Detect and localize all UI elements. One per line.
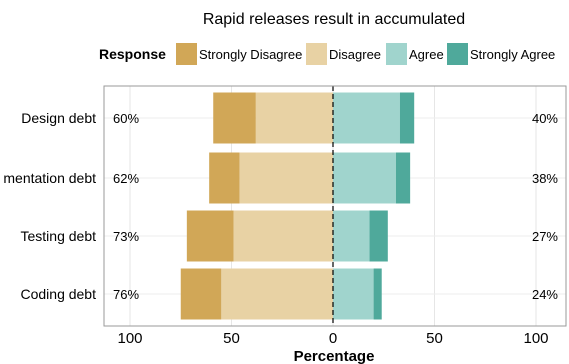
chart-title: Rapid releases result in accumulated: [203, 11, 465, 28]
plot-area: Design debt 60% 40% mentation debt 62% 38% Tes…: [3, 85, 567, 347]
bar-disagree-mentation-debt: [239, 152, 333, 204]
legend: Response Strongly Disagree Disagree Agree St…: [99, 43, 555, 65]
category-label: Design debt: [21, 110, 96, 126]
legend-label-strongly-disagree: Strongly Disagree: [199, 47, 302, 62]
plot-border: [103, 85, 567, 327]
bar-agree-mentation-debt: [333, 152, 396, 204]
x-tick-label: 50: [223, 330, 240, 347]
legend-label-disagree: Disagree: [329, 47, 381, 62]
legend-label-strongly-agree: Strongly Agree: [470, 47, 555, 62]
bar-disagree-testing-debt: [233, 210, 333, 262]
bar-agree-testing-debt: [333, 210, 370, 262]
bar-disagree-coding-debt: [221, 268, 333, 320]
left-percent-label: 60%: [113, 111, 139, 126]
x-tick-label: 0: [329, 330, 337, 347]
bar-disagree-design-debt: [255, 92, 333, 144]
x-tick-label: 50: [426, 330, 443, 347]
bar-agree-coding-debt: [333, 268, 374, 320]
category-label: mentation debt: [3, 170, 96, 186]
legend-key-strongly-agree: [447, 43, 468, 65]
category-label: Coding debt: [20, 286, 96, 302]
right-percent-label: 40%: [532, 111, 558, 126]
bar-strongly-disagree-design-debt: [213, 92, 256, 144]
bar-agree-design-debt: [333, 92, 400, 144]
bar-strongly-agree-testing-debt: [369, 210, 388, 262]
category-label: Testing debt: [21, 228, 97, 244]
bar-strongly-disagree-mentation-debt: [209, 152, 240, 204]
bar-strongly-agree-mentation-debt: [395, 152, 411, 204]
bar-strongly-disagree-testing-debt: [186, 210, 234, 262]
legend-label-agree: Agree: [409, 47, 444, 62]
bar-strongly-agree-coding-debt: [373, 268, 382, 320]
left-percent-label: 76%: [113, 287, 139, 302]
legend-key-disagree: [306, 43, 327, 65]
right-percent-label: 27%: [532, 229, 558, 244]
bar-strongly-agree-design-debt: [399, 92, 415, 144]
legend-key-agree: [386, 43, 407, 65]
x-axis-title: Percentage: [294, 348, 375, 364]
right-percent-label: 38%: [532, 171, 558, 186]
x-tick-label: 100: [117, 330, 142, 347]
right-percent-label: 24%: [532, 287, 558, 302]
left-percent-label: 62%: [113, 171, 139, 186]
left-percent-label: 73%: [113, 229, 139, 244]
bar-strongly-disagree-coding-debt: [180, 268, 222, 320]
legend-title: Response: [99, 46, 166, 62]
legend-key-strongly-disagree: [176, 43, 197, 65]
x-tick-label: 100: [523, 330, 548, 347]
